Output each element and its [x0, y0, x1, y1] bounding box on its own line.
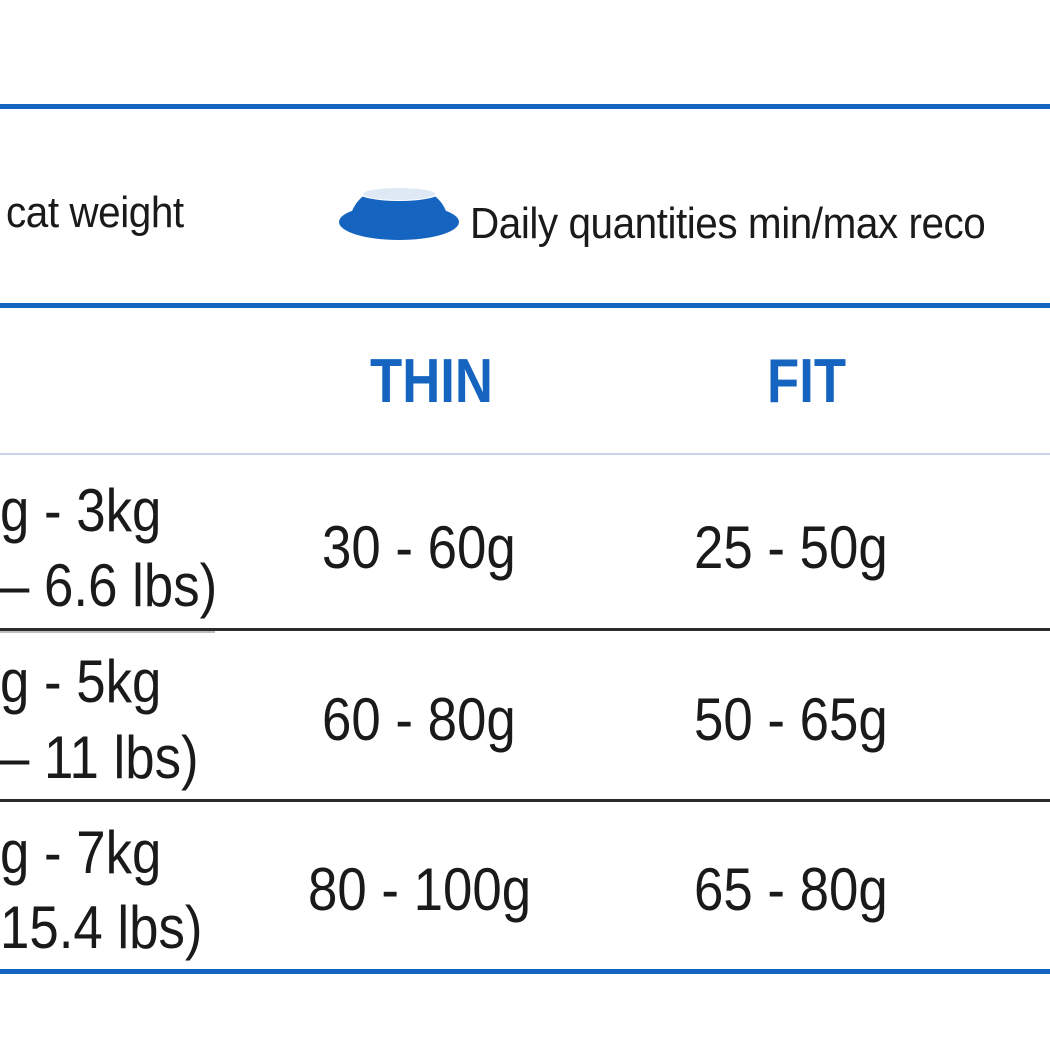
top-rule — [0, 104, 1050, 109]
quantity-header-label: Daily quantities min/max reco — [470, 199, 986, 248]
row-weight-lbs: – 11 lbs) — [0, 724, 199, 791]
row-weight-kg: g - 3kg — [0, 477, 162, 544]
header-rule — [0, 303, 1050, 308]
row-thin-value: 80 - 100g — [308, 856, 532, 923]
row-weight-lbs: – 6.6 lbs) — [0, 552, 218, 619]
row-thin-value: 60 - 80g — [322, 686, 516, 753]
row-weight-lbs: 15.4 lbs) — [0, 894, 203, 961]
row-divider — [0, 799, 1050, 802]
row-fit-value: 25 - 50g — [694, 514, 888, 581]
row-divider — [0, 628, 1050, 631]
row-thin-value: 30 - 60g — [322, 514, 516, 581]
food-bowl-icon — [339, 183, 459, 240]
column-header-thin: THIN — [370, 347, 493, 416]
row-fit-value: 65 - 80g — [694, 856, 888, 923]
column-header-fit: FIT — [767, 347, 847, 416]
column-header-rule — [0, 453, 1050, 455]
row-weight-kg: g - 5kg — [0, 648, 162, 715]
row-weight-kg: g - 7kg — [0, 819, 162, 886]
bottom-rule — [0, 969, 1050, 974]
row-divider-shadow — [0, 631, 215, 633]
row-fit-value: 50 - 65g — [694, 686, 888, 753]
weight-header-label: cat weight — [6, 188, 184, 237]
